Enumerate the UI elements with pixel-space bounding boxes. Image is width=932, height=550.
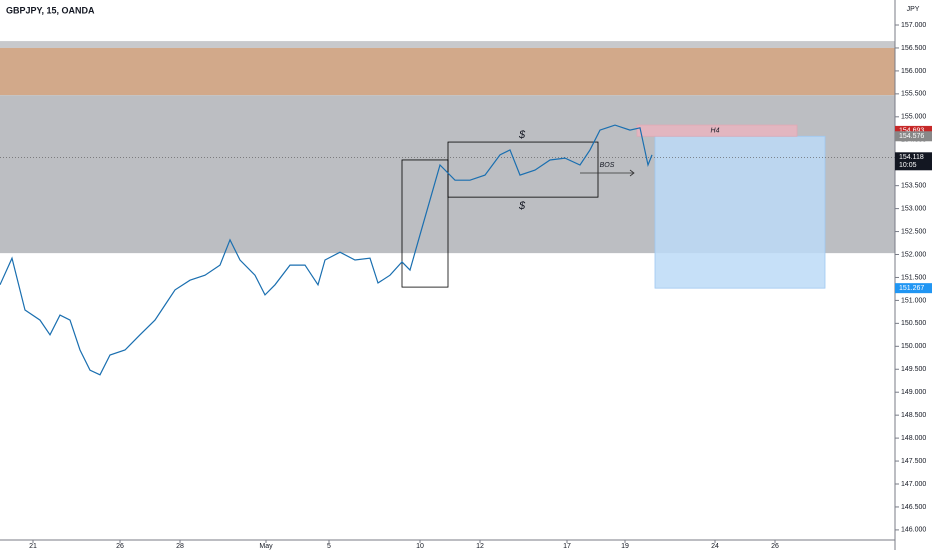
x-tick-label: 26 [116,543,124,550]
y-tick-label: 148.500 [901,412,926,419]
x-tick-label: 19 [621,543,629,550]
drawing-box [654,135,826,289]
x-tick-label: 26 [771,543,779,550]
annotation: $ [518,129,526,141]
y-tick-label: 157.000 [901,22,926,29]
x-tick-label: 21 [29,543,37,550]
zone [0,47,895,96]
y-tick-label: 148.000 [901,435,926,442]
price-label: 154.576 [899,133,924,140]
y-tick-label: 147.000 [901,481,926,488]
y-tick-label: 151.000 [901,297,926,304]
price-label-bg [895,125,932,136]
drawing-box [636,124,798,137]
y-tick-label: 155.000 [901,114,926,121]
drawing-box [447,141,599,198]
y-tick-label: 146.000 [901,527,926,534]
y-tick-label: 152.000 [901,251,926,258]
y-tick-label: 149.000 [901,389,926,396]
x-tick-label: May [259,543,273,550]
y-tick-label: 152.500 [901,228,926,235]
x-tick-label: 17 [563,543,571,550]
price-label: 154.118 [899,154,924,161]
chart-title: GBPJPY, 15, OANDA [6,5,95,15]
y-tick-label: 150.500 [901,320,926,327]
y-tick-label: 156.500 [901,45,926,52]
y-unit: JPY [907,6,920,13]
y-tick-label: 149.500 [901,366,926,373]
x-tick-label: 12 [476,543,484,550]
annotation: $ [518,200,526,212]
x-tick-label: 10 [416,543,424,550]
price-label-sub: 10:05 [899,162,917,169]
y-tick-label: 153.000 [901,205,926,212]
y-tick-label: 151.500 [901,274,926,281]
y-tick-label: 147.500 [901,458,926,465]
y-tick-label: 146.500 [901,504,926,511]
price-label-bg [895,152,932,171]
y-tick-label: 150.000 [901,343,926,350]
price-label-bg [895,131,932,142]
x-tick-label: 24 [711,543,719,550]
y-tick-label: 153.500 [901,183,926,190]
price-label-bg [895,283,932,294]
price-label: 151.267 [899,285,924,292]
annotation: BOS [600,162,615,169]
price-line [0,124,653,376]
price-label: 154.693 [899,128,924,135]
y-tick-label: 156.000 [901,68,926,75]
annotation: H4 [711,127,720,134]
x-tick-label: 28 [176,543,184,550]
bos-arrow [580,169,635,177]
x-tick-label: 5 [327,543,331,550]
drawing-box [401,159,449,288]
y-tick-label: 155.500 [901,91,926,98]
zone [0,41,895,48]
